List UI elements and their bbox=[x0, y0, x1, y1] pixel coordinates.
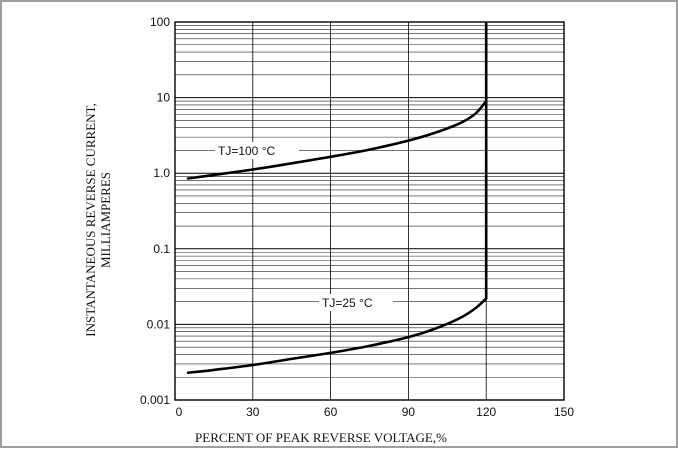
y-tick-label: 0.1 bbox=[153, 242, 170, 256]
x-tick-label: 90 bbox=[402, 405, 416, 419]
annotation-bg-25c bbox=[319, 294, 393, 311]
y-axis-label-line1: INSTANTANEOUS REVERSE CURRENT, bbox=[83, 103, 98, 337]
x-tick-label: 120 bbox=[476, 405, 496, 419]
series-label-25c: TJ=25 °C bbox=[322, 296, 373, 310]
curves bbox=[186, 22, 488, 374]
y-tick-labels: 0.001 0.01 0.1 1.0 10 100 bbox=[140, 15, 170, 407]
x-tick-label: 0 bbox=[176, 405, 183, 419]
x-axis-label: PERCENT OF PEAK REVERSE VOLTAGE,% bbox=[195, 430, 447, 445]
series-label-100c: TJ=100 °C bbox=[218, 144, 275, 158]
y-tick-label: 1.0 bbox=[153, 166, 170, 180]
y-tick-label: 0.01 bbox=[147, 317, 171, 331]
y-tick-label: 10 bbox=[157, 91, 171, 105]
plot-border bbox=[174, 21, 565, 401]
x-tick-labels: 0 30 60 90 120 150 bbox=[176, 405, 575, 419]
grid-major bbox=[174, 21, 565, 401]
x-tick-label: 150 bbox=[554, 405, 574, 419]
annotation-bg-100c bbox=[215, 142, 299, 159]
curve-tj-25c bbox=[186, 297, 488, 374]
curve-tj-100c bbox=[186, 99, 488, 180]
y-axis-label-line2: MILLIAMPERES bbox=[98, 172, 113, 268]
x-tick-label: 60 bbox=[324, 405, 338, 419]
y-tick-label: 0.001 bbox=[140, 393, 170, 407]
y-tick-label: 100 bbox=[150, 15, 170, 29]
x-tick-label: 30 bbox=[246, 405, 260, 419]
